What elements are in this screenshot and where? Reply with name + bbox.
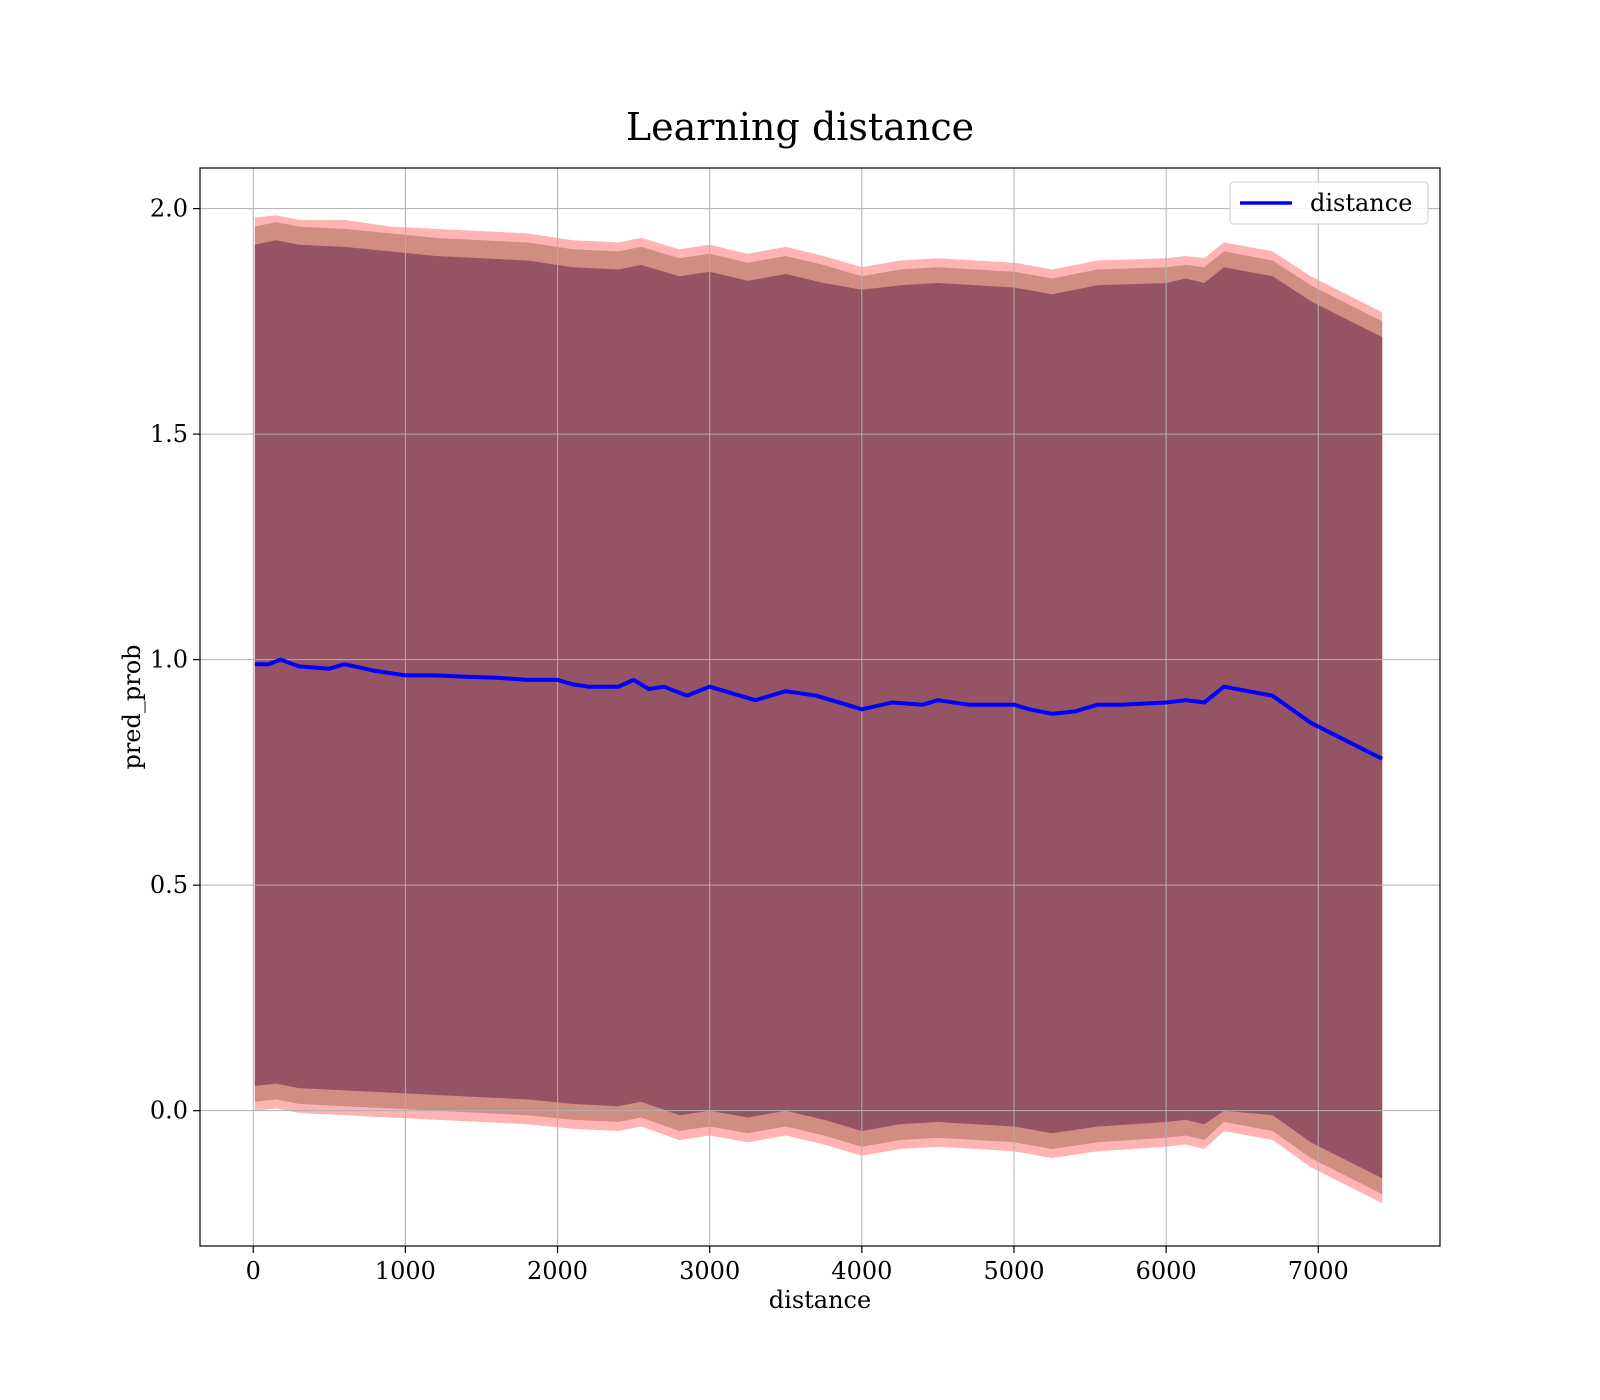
legend-entry-distance: distance — [1310, 189, 1412, 217]
legend: distance — [1229, 181, 1429, 225]
series-line-distance — [254, 657, 1384, 761]
plot-frame — [199, 167, 1441, 1247]
x-axis: 0 1000 2000 3000 4000 5000 6000 7000 — [246, 1246, 1349, 1285]
x-tick-label: 6000 — [1136, 1257, 1197, 1285]
series-layer — [254, 657, 1384, 761]
x-tick-label: 0 — [246, 1257, 261, 1285]
x-tick-label: 5000 — [983, 1257, 1044, 1285]
y-tick-label: 2.0 — [150, 195, 188, 223]
x-tick-label: 4000 — [831, 1257, 892, 1285]
y-tick-label: 0.5 — [150, 871, 188, 899]
confidence-bands — [254, 215, 1383, 1204]
x-axis-label: distance — [769, 1286, 871, 1314]
x-tick-label: 3000 — [679, 1257, 740, 1285]
y-tick-label: 0.0 — [150, 1097, 188, 1125]
chart-title: Learning distance — [626, 105, 974, 149]
legend-box — [1229, 181, 1429, 225]
y-axis-label: pred_prob — [118, 644, 146, 769]
band-3 — [254, 240, 1383, 1179]
grid — [200, 168, 1440, 1246]
y-tick-label: 1.5 — [150, 420, 188, 448]
x-tick-label: 1000 — [375, 1257, 436, 1285]
y-tick-label: 1.0 — [150, 646, 188, 674]
x-tick-label: 2000 — [527, 1257, 588, 1285]
x-tick-label: 7000 — [1288, 1257, 1349, 1285]
y-axis: 0.0 0.5 1.0 1.5 2.0 — [150, 195, 200, 1125]
